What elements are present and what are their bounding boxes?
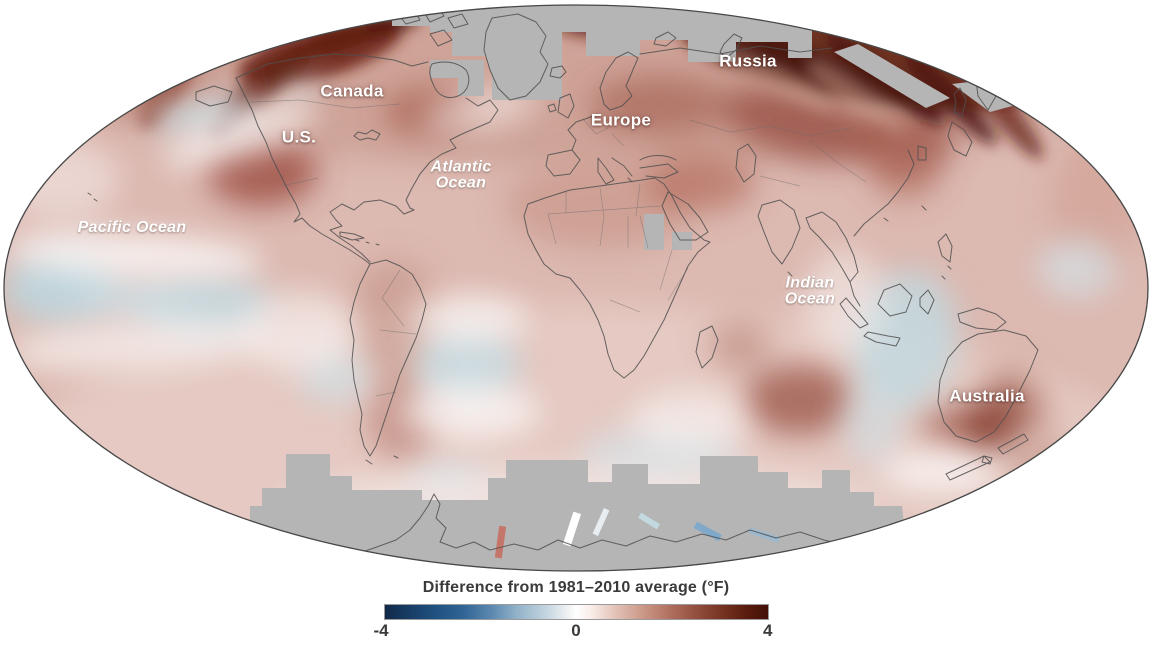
globe-outline [3, 4, 1149, 572]
legend-title: Difference from 1981–2010 average (°F) [422, 579, 730, 596]
antarctic-slivers [494, 507, 781, 559]
colorbar-gradient [383, 604, 769, 620]
world-map: Canada U.S. Russia Europe Atlantic Ocean… [3, 4, 1149, 572]
tick-min: -4 [373, 621, 389, 640]
legend: Difference from 1981–2010 average (°F) -… [0, 576, 1152, 648]
country-borders [249, 99, 867, 397]
tick-max: 4 [763, 621, 773, 640]
colorbar-ticks: -4 0 4 [374, 621, 773, 643]
map-color-field [4, 5, 1148, 571]
tick-mid: 0 [571, 621, 581, 640]
world-map-svg [3, 4, 1149, 572]
